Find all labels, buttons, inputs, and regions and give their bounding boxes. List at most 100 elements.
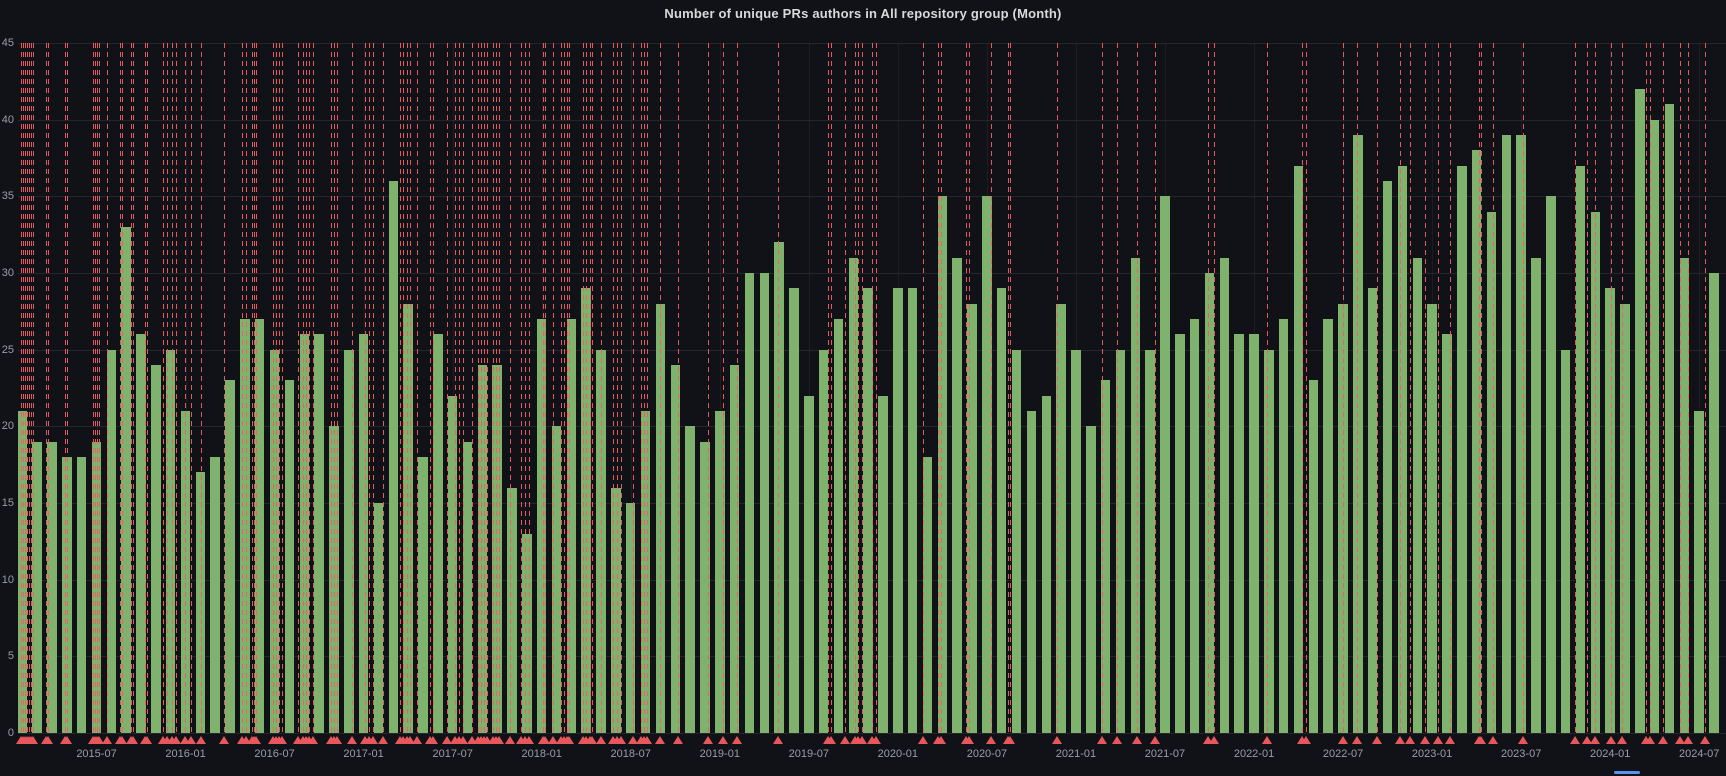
annotation-marker-icon[interactable] xyxy=(494,736,504,744)
bar-2018-08[interactable] xyxy=(640,411,651,733)
annotation-marker-icon[interactable] xyxy=(219,736,229,744)
bar-2017-05[interactable] xyxy=(418,457,428,733)
bar-2019-02[interactable] xyxy=(729,365,740,733)
bar-2021-02[interactable] xyxy=(1086,426,1096,733)
annotation-marker-icon[interactable] xyxy=(196,736,206,744)
bar-2022-12[interactable] xyxy=(1412,257,1422,733)
bar-2018-10[interactable] xyxy=(670,365,680,733)
annotation-marker-icon[interactable] xyxy=(1262,736,1272,744)
bar-2021-08[interactable] xyxy=(1175,334,1185,733)
bar-2015-08[interactable] xyxy=(106,349,117,733)
annotation-marker-icon[interactable] xyxy=(616,736,626,744)
annotation-marker-icon[interactable] xyxy=(412,736,422,744)
annotation-marker-icon[interactable] xyxy=(1700,736,1710,744)
bar-2023-10[interactable] xyxy=(1560,349,1571,733)
bar-2015-04[interactable] xyxy=(47,441,57,733)
bar-2018-03[interactable] xyxy=(566,319,577,733)
bar-2020-09[interactable] xyxy=(1011,349,1022,733)
bar-2017-01[interactable] xyxy=(358,334,369,733)
annotation-marker-icon[interactable] xyxy=(1617,736,1627,744)
bar-2019-01[interactable] xyxy=(715,411,725,733)
bar-2016-10[interactable] xyxy=(314,334,324,733)
annotation-marker-icon[interactable] xyxy=(1112,736,1122,744)
annotation-marker-icon[interactable] xyxy=(703,736,713,744)
bar-2023-03[interactable] xyxy=(1457,165,1467,733)
bar-2023-06[interactable] xyxy=(1501,135,1512,733)
annotation-marker-icon[interactable] xyxy=(28,736,38,744)
bar-2019-04[interactable] xyxy=(759,273,770,733)
annotation-marker-icon[interactable] xyxy=(1675,736,1685,744)
annotation-marker-icon[interactable] xyxy=(587,736,597,744)
bar-2021-06[interactable] xyxy=(1145,349,1155,733)
annotation-marker-icon[interactable] xyxy=(368,736,378,744)
bar-2024-06[interactable] xyxy=(1679,257,1690,733)
annotation-marker-icon[interactable] xyxy=(1097,736,1107,744)
bar-2019-05[interactable] xyxy=(774,242,784,733)
bar-2022-09[interactable] xyxy=(1367,288,1378,733)
bar-2016-11[interactable] xyxy=(329,426,339,733)
annotation-marker-icon[interactable] xyxy=(1606,736,1616,744)
annotation-marker-icon[interactable] xyxy=(986,736,996,744)
bar-2016-02[interactable] xyxy=(195,472,206,733)
annotation-marker-icon[interactable] xyxy=(251,736,261,744)
bar-2019-07[interactable] xyxy=(804,395,814,733)
annotation-marker-icon[interactable] xyxy=(1209,736,1219,744)
annotation-marker-icon[interactable] xyxy=(277,736,287,744)
bar-2021-10[interactable] xyxy=(1204,273,1215,733)
bar-2016-12[interactable] xyxy=(344,349,354,733)
bar-2023-04[interactable] xyxy=(1471,150,1482,733)
bar-2021-03[interactable] xyxy=(1100,380,1111,733)
bar-2019-03[interactable] xyxy=(744,273,755,733)
bar-2022-04[interactable] xyxy=(1293,165,1304,733)
annotation-marker-icon[interactable] xyxy=(62,736,72,744)
annotation-marker-icon[interactable] xyxy=(773,736,783,744)
chart-plot-area[interactable] xyxy=(17,43,1726,734)
bar-2017-09[interactable] xyxy=(477,365,488,733)
bar-2024-02[interactable] xyxy=(1620,303,1630,733)
bar-2020-12[interactable] xyxy=(1056,303,1066,733)
bar-2017-12[interactable] xyxy=(522,533,532,733)
annotation-marker-icon[interactable] xyxy=(1488,736,1498,744)
annotation-marker-icon[interactable] xyxy=(332,736,342,744)
bar-2017-03[interactable] xyxy=(388,181,399,733)
bar-2017-08[interactable] xyxy=(462,441,473,733)
annotation-marker-icon[interactable] xyxy=(505,736,515,744)
annotation-marker-icon[interactable] xyxy=(871,736,881,744)
annotation-marker-icon[interactable] xyxy=(94,736,104,744)
bar-2017-07[interactable] xyxy=(447,395,458,733)
annotation-marker-icon[interactable] xyxy=(628,736,638,744)
annotation-marker-icon[interactable] xyxy=(936,736,946,744)
bar-2024-01[interactable] xyxy=(1605,288,1615,733)
annotation-marker-icon[interactable] xyxy=(964,736,974,744)
bar-2021-11[interactable] xyxy=(1219,257,1230,733)
bar-2016-03[interactable] xyxy=(210,457,220,733)
bar-2016-08[interactable] xyxy=(284,380,295,733)
bar-2023-05[interactable] xyxy=(1486,211,1497,733)
bar-2018-11[interactable] xyxy=(685,426,695,733)
bar-2019-10[interactable] xyxy=(848,257,859,733)
annotation-marker-icon[interactable] xyxy=(1683,736,1693,744)
bar-2017-06[interactable] xyxy=(433,334,443,733)
bar-2024-07[interactable] xyxy=(1694,411,1704,733)
bar-2022-05[interactable] xyxy=(1308,380,1319,733)
annotation-marker-icon[interactable] xyxy=(467,736,477,744)
bar-2020-05[interactable] xyxy=(952,257,962,733)
bar-2019-06[interactable] xyxy=(789,288,799,733)
bar-2022-01[interactable] xyxy=(1249,334,1259,733)
annotation-marker-icon[interactable] xyxy=(1645,736,1655,744)
annotation-marker-icon[interactable] xyxy=(1150,736,1160,744)
bar-2017-10[interactable] xyxy=(492,365,502,733)
annotation-marker-icon[interactable] xyxy=(405,736,415,744)
bar-2020-10[interactable] xyxy=(1026,411,1037,733)
annotation-marker-icon[interactable] xyxy=(347,736,357,744)
bar-2018-02[interactable] xyxy=(551,426,562,733)
panel-title[interactable]: Number of unique PRs authors in All repo… xyxy=(664,6,1062,21)
bar-2015-03[interactable] xyxy=(32,441,42,733)
bar-2018-12[interactable] xyxy=(700,441,710,733)
annotation-marker-icon[interactable] xyxy=(180,736,190,744)
bar-2020-06[interactable] xyxy=(967,303,977,733)
annotation-marker-icon[interactable] xyxy=(1445,736,1455,744)
bar-2019-08[interactable] xyxy=(818,349,829,733)
bar-2018-06[interactable] xyxy=(611,487,621,733)
bar-2019-09[interactable] xyxy=(833,319,844,733)
